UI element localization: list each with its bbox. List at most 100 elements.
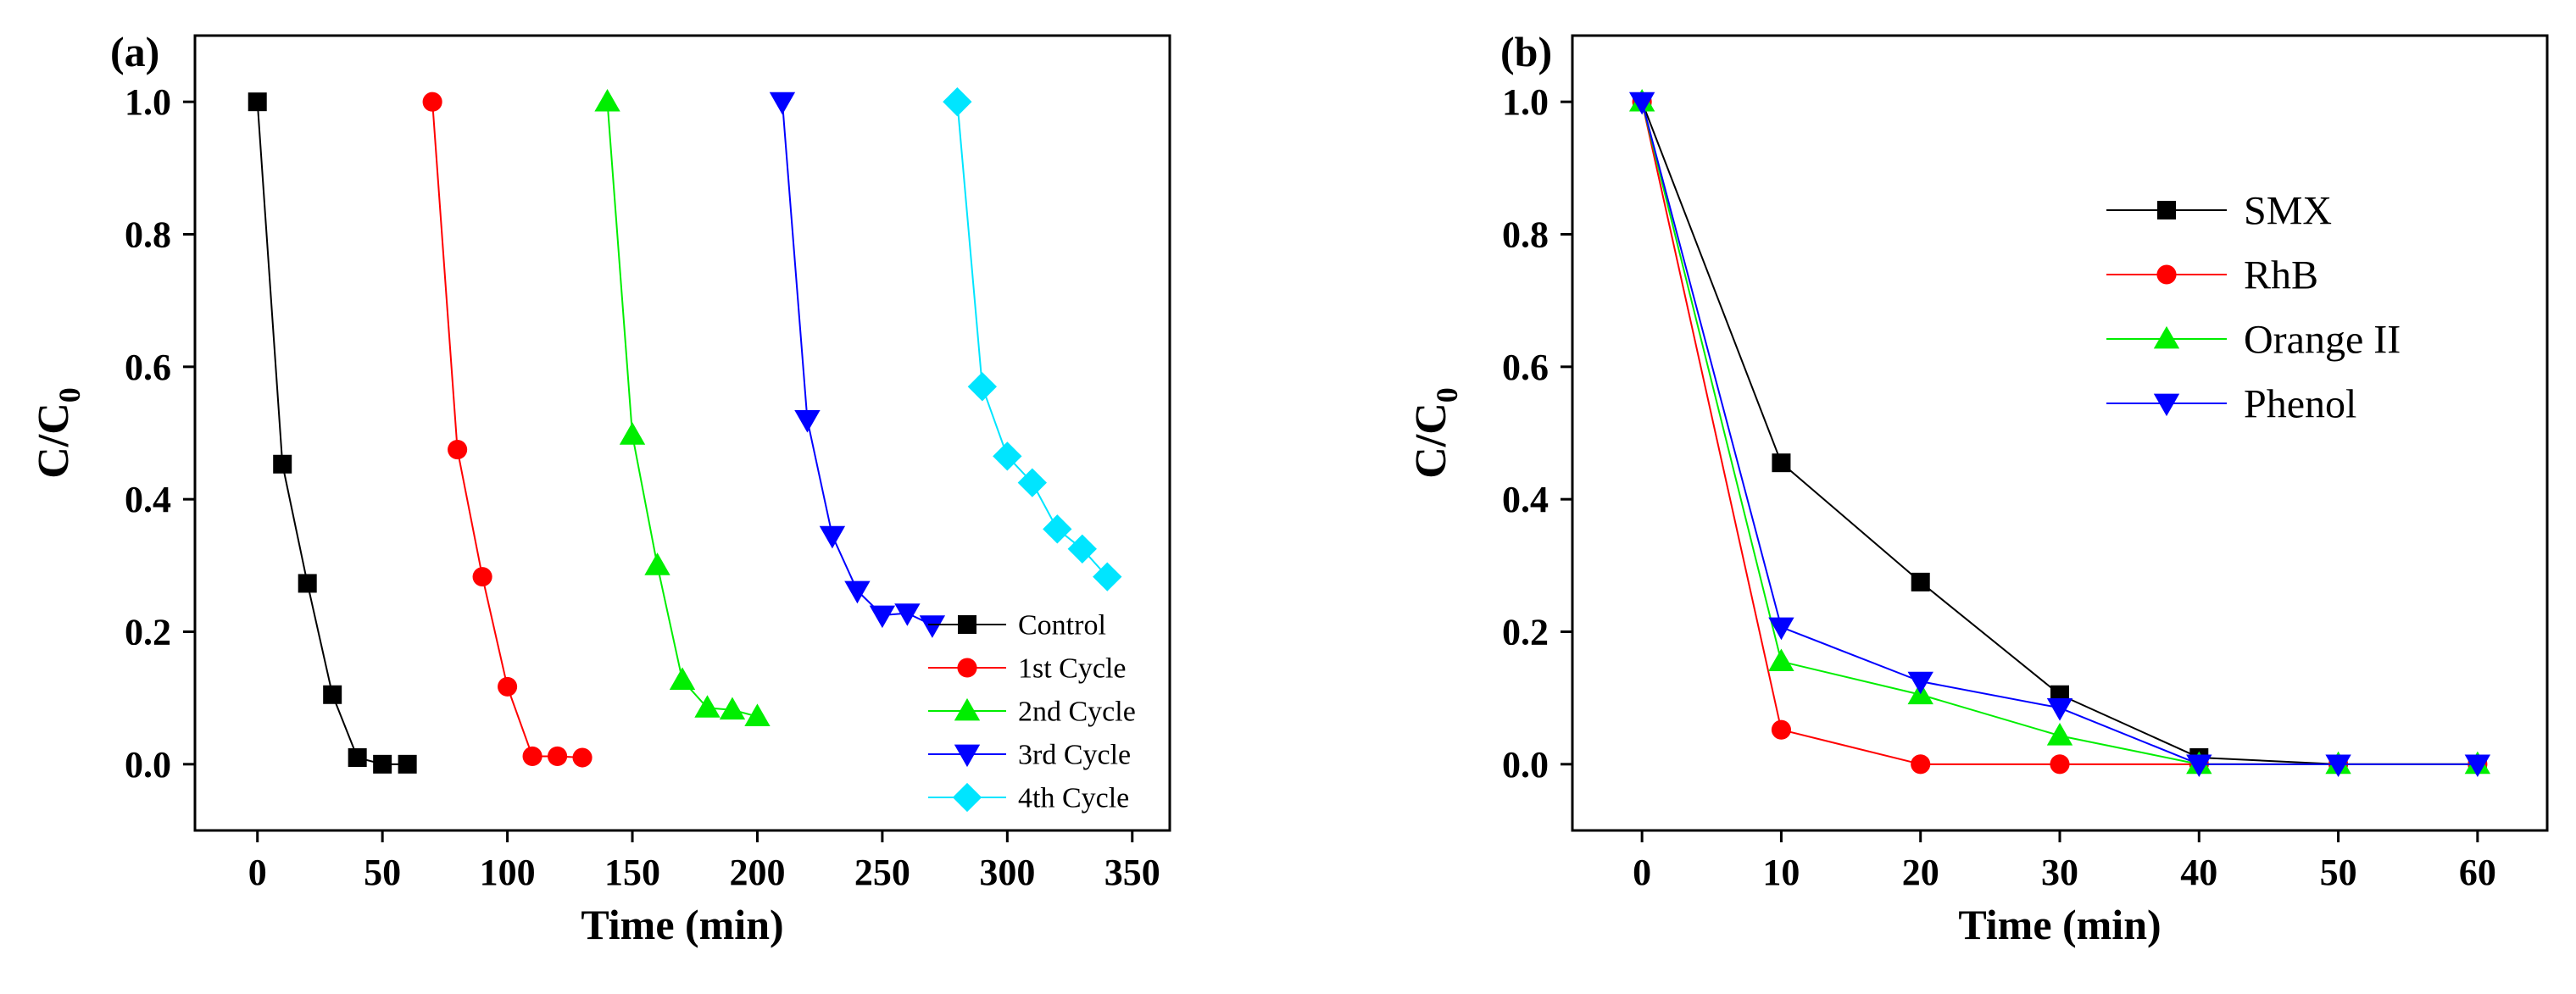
a-y-tick-label: 0.8 bbox=[125, 214, 171, 256]
a-legend-marker-4th-cycle bbox=[952, 782, 982, 813]
a-legend-label-4th-cycle: 4th Cycle bbox=[1018, 783, 1129, 814]
b-data-point-rhb bbox=[1771, 719, 1791, 740]
a-legend-marker-3rd-cycle bbox=[954, 744, 981, 768]
a-data-point-2nd-cycle bbox=[694, 695, 721, 718]
b-series-line-rhb bbox=[1641, 101, 2478, 765]
a-data-point-1st-cycle bbox=[572, 747, 593, 768]
b-data-point-rhb bbox=[1911, 754, 1931, 775]
a-x-axis-label: Time (min) bbox=[581, 901, 783, 948]
a-data-point-2nd-cycle bbox=[619, 422, 646, 445]
b-x-tick-label: 0 bbox=[1633, 852, 1651, 893]
a-data-point-3rd-cycle bbox=[844, 580, 871, 604]
b-legend-marker-smx bbox=[2157, 201, 2176, 219]
a-y-tick-label: 0.2 bbox=[125, 612, 171, 653]
b-data-point-phenol bbox=[1768, 617, 1794, 641]
a-data-point-4th-cycle bbox=[1017, 468, 1047, 497]
a-series-line-4th-cycle bbox=[956, 102, 1109, 578]
a-data-point-control bbox=[323, 685, 342, 704]
b-legend-marker-rhb bbox=[2156, 264, 2177, 285]
a-x-tick-label: 100 bbox=[480, 852, 536, 893]
a-data-point-4th-cycle bbox=[993, 441, 1022, 471]
b-data-point-phenol bbox=[1907, 671, 1933, 695]
b-panel-label: (b) bbox=[1500, 28, 1552, 75]
panel-a: 0 50 100 150 200 250 300 350 0.0 0.2 0.4 0.6 0.8 1.0 T… bbox=[30, 28, 1171, 948]
a-data-point-control bbox=[298, 574, 317, 593]
a-x-tick-label: 200 bbox=[729, 852, 785, 893]
a-data-point-3rd-cycle bbox=[769, 92, 796, 115]
b-x-axis-label: Time (min) bbox=[1958, 901, 2161, 948]
a-x-tick-label: 350 bbox=[1104, 852, 1160, 893]
b-data-point-orange-ii bbox=[2046, 723, 2073, 746]
b-y-tick-label: 0.6 bbox=[1502, 347, 1549, 388]
b-data-point-phenol bbox=[2464, 754, 2491, 778]
a-legend-label-3rd-cycle: 3rd Cycle bbox=[1018, 740, 1131, 771]
a-y-tick-label: 0.6 bbox=[125, 347, 171, 388]
a-legend-label-1st-cycle: 1st Cycle bbox=[1018, 653, 1126, 685]
b-legend-label-rhb: RhB bbox=[2244, 253, 2318, 297]
a-series-line-3rd-cycle bbox=[781, 102, 933, 626]
a-y-tick-label: 0.4 bbox=[125, 479, 171, 520]
a-data-point-3rd-cycle bbox=[819, 525, 846, 549]
a-plot-frame bbox=[193, 34, 1171, 832]
a-legend-label-control: Control bbox=[1018, 610, 1106, 641]
b-legend-label-orange-ii: Orange II bbox=[2244, 317, 2401, 362]
b-data-point-smx bbox=[1772, 453, 1791, 473]
b-x-tick-label: 30 bbox=[2041, 852, 2078, 893]
a-y-axis-label-sub: 0 bbox=[53, 387, 86, 403]
a-data-point-1st-cycle bbox=[448, 439, 468, 460]
b-x-tick-label: 50 bbox=[2320, 852, 2357, 893]
a-data-point-3rd-cycle bbox=[919, 615, 946, 638]
a-series-line-1st-cycle bbox=[431, 102, 583, 759]
a-data-point-2nd-cycle bbox=[594, 88, 620, 112]
a-data-point-control bbox=[248, 92, 267, 112]
a-data-point-2nd-cycle bbox=[719, 697, 746, 720]
a-x-tick-label: 250 bbox=[854, 852, 910, 893]
b-x-tick-label: 10 bbox=[1762, 852, 1800, 893]
b-data-point-rhb bbox=[2050, 754, 2070, 775]
b-data-point-phenol bbox=[2186, 754, 2212, 778]
a-series-line-control bbox=[256, 102, 408, 765]
b-y-tick-label: 0.2 bbox=[1502, 612, 1549, 653]
a-legend-marker-2nd-cycle bbox=[954, 697, 981, 721]
b-data-point-orange-ii bbox=[1768, 648, 1794, 672]
a-legend-marker-control bbox=[958, 615, 976, 634]
a-data-point-4th-cycle bbox=[1043, 514, 1072, 544]
b-legend-marker-phenol bbox=[2153, 393, 2180, 417]
b-data-point-phenol bbox=[1628, 92, 1655, 115]
a-data-point-1st-cycle bbox=[422, 92, 442, 112]
a-y-axis-label: C/C0 bbox=[30, 387, 86, 479]
a-y-tick-label: 1.0 bbox=[125, 81, 171, 123]
b-data-point-smx bbox=[1911, 572, 1930, 591]
a-data-point-1st-cycle bbox=[498, 676, 518, 697]
b-data-point-phenol bbox=[2046, 698, 2073, 721]
a-legend-marker-1st-cycle bbox=[957, 658, 977, 678]
a-data-point-4th-cycle bbox=[1067, 534, 1097, 564]
a-data-point-control bbox=[348, 748, 367, 768]
a-x-tick-label: 150 bbox=[604, 852, 660, 893]
a-x-tick-label: 300 bbox=[979, 852, 1035, 893]
b-x-tick-label: 20 bbox=[1902, 852, 1939, 893]
a-data-point-4th-cycle bbox=[943, 87, 972, 117]
b-y-tick-label: 1.0 bbox=[1502, 81, 1549, 123]
a-data-point-control bbox=[373, 754, 392, 774]
a-legend-label-2nd-cycle: 2nd Cycle bbox=[1018, 697, 1136, 728]
panel-b: 0 10 20 30 40 50 60 0.0 0.2 0.4 0.6 0.8 1.0 Time (min… bbox=[1407, 28, 2549, 948]
a-x-tick-label: 50 bbox=[364, 852, 401, 893]
b-y-tick-label: 0.0 bbox=[1502, 744, 1549, 786]
a-panel-label: (a) bbox=[110, 28, 159, 75]
a-data-point-4th-cycle bbox=[967, 372, 998, 402]
b-y-axis-label-sub: 0 bbox=[1430, 387, 1464, 403]
b-legend: SMX RhB Orange II Phenol bbox=[2106, 188, 2401, 426]
a-data-point-2nd-cycle bbox=[644, 553, 670, 575]
a-y-axis-label-main: C/C bbox=[30, 403, 78, 479]
b-y-axis-label: C/C0 bbox=[1407, 387, 1464, 479]
a-data-point-control bbox=[273, 454, 292, 474]
b-legend-label-phenol: Phenol bbox=[2244, 381, 2356, 426]
b-x-tick-label: 40 bbox=[2180, 852, 2217, 893]
b-legend-marker-orange-ii bbox=[2153, 325, 2180, 349]
b-data-point-phenol bbox=[2325, 754, 2351, 778]
a-data-point-4th-cycle bbox=[1093, 562, 1122, 591]
a-data-point-control bbox=[398, 754, 417, 774]
b-y-axis-label-main: C/C bbox=[1407, 403, 1455, 479]
